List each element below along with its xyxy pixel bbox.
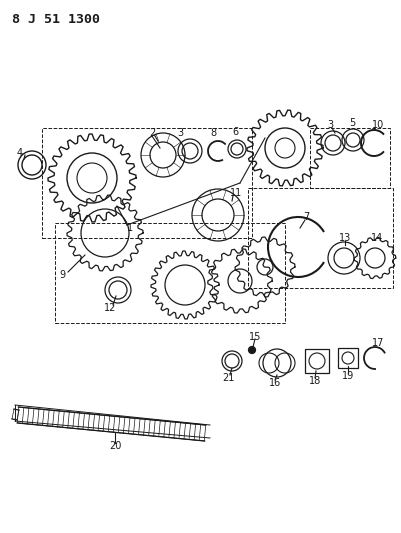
Text: 18: 18 [309,376,321,386]
Circle shape [249,346,255,353]
Text: 10: 10 [372,120,384,130]
Text: 13: 13 [339,233,351,243]
Bar [42,128,252,238]
Text: 21: 21 [222,373,234,383]
Bar [338,348,358,368]
Text: 14: 14 [371,233,383,243]
Text: 15: 15 [249,332,261,342]
Text: 4: 4 [17,148,23,158]
Text: 6: 6 [232,127,238,137]
Text: 2: 2 [149,128,155,138]
Text: 7: 7 [303,212,309,222]
Bar [310,128,390,188]
Text: 8 J 51 1300: 8 J 51 1300 [12,13,100,26]
Text: 5: 5 [349,118,355,128]
Text: 8: 8 [210,128,216,138]
Text: 19: 19 [342,371,354,381]
Bar [55,223,285,323]
Text: 12: 12 [104,303,116,313]
Text: 1: 1 [127,223,133,233]
Text: 3: 3 [177,128,183,138]
Text: 16: 16 [269,378,281,388]
Text: 9: 9 [59,270,65,280]
Bar [248,188,393,288]
Text: 11: 11 [230,188,242,198]
Text: 3: 3 [327,120,333,130]
Text: 20: 20 [109,441,121,451]
Bar [305,349,329,373]
Text: 17: 17 [372,338,384,348]
